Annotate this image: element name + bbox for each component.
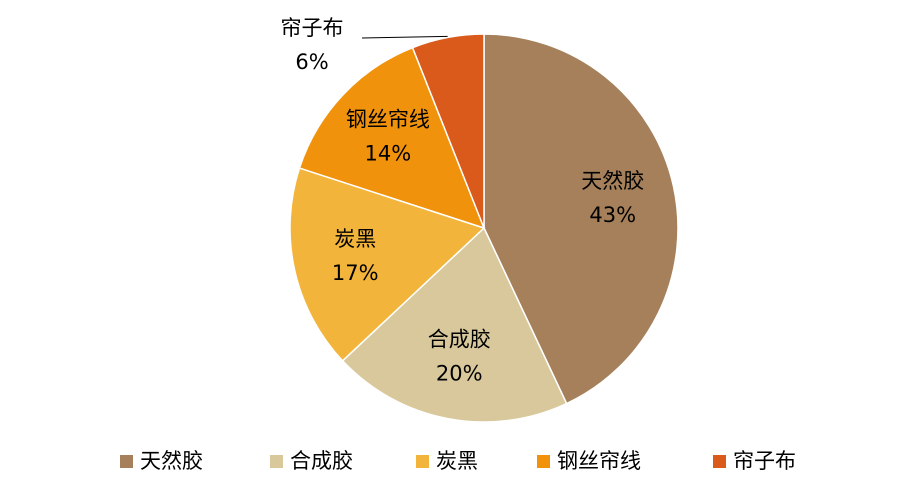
slice-label: 合成胶 bbox=[428, 328, 491, 352]
legend-swatch bbox=[416, 455, 429, 468]
slice-value-label: 14% bbox=[364, 142, 411, 166]
pie-slice bbox=[411, 33, 485, 229]
legend-swatch bbox=[713, 455, 726, 468]
slice-label: 帘子布 bbox=[281, 16, 344, 40]
legend-swatch bbox=[120, 455, 133, 468]
leader-line bbox=[361, 35, 448, 39]
legend-label: 炭黑 bbox=[436, 449, 478, 473]
slice-value-label: 6% bbox=[295, 50, 328, 74]
slice-value-label: 43% bbox=[589, 203, 636, 227]
legend-swatch bbox=[270, 455, 283, 468]
pie-slice bbox=[483, 33, 679, 405]
legend-label: 帘子布 bbox=[733, 449, 796, 473]
slice-label: 炭黑 bbox=[334, 227, 376, 251]
legend-label: 钢丝帘线 bbox=[557, 449, 641, 473]
pie-slice bbox=[341, 226, 568, 423]
legend-label: 合成胶 bbox=[290, 449, 353, 473]
pie-slice bbox=[298, 46, 486, 230]
slice-value-label: 17% bbox=[332, 261, 379, 285]
legend-swatch bbox=[537, 455, 550, 468]
legend-label: 天然胶 bbox=[140, 449, 203, 473]
slice-label: 天然胶 bbox=[581, 169, 644, 193]
pie-slice bbox=[289, 167, 486, 362]
slice-value-label: 20% bbox=[436, 362, 483, 386]
slice-label: 钢丝帘线 bbox=[346, 108, 430, 132]
